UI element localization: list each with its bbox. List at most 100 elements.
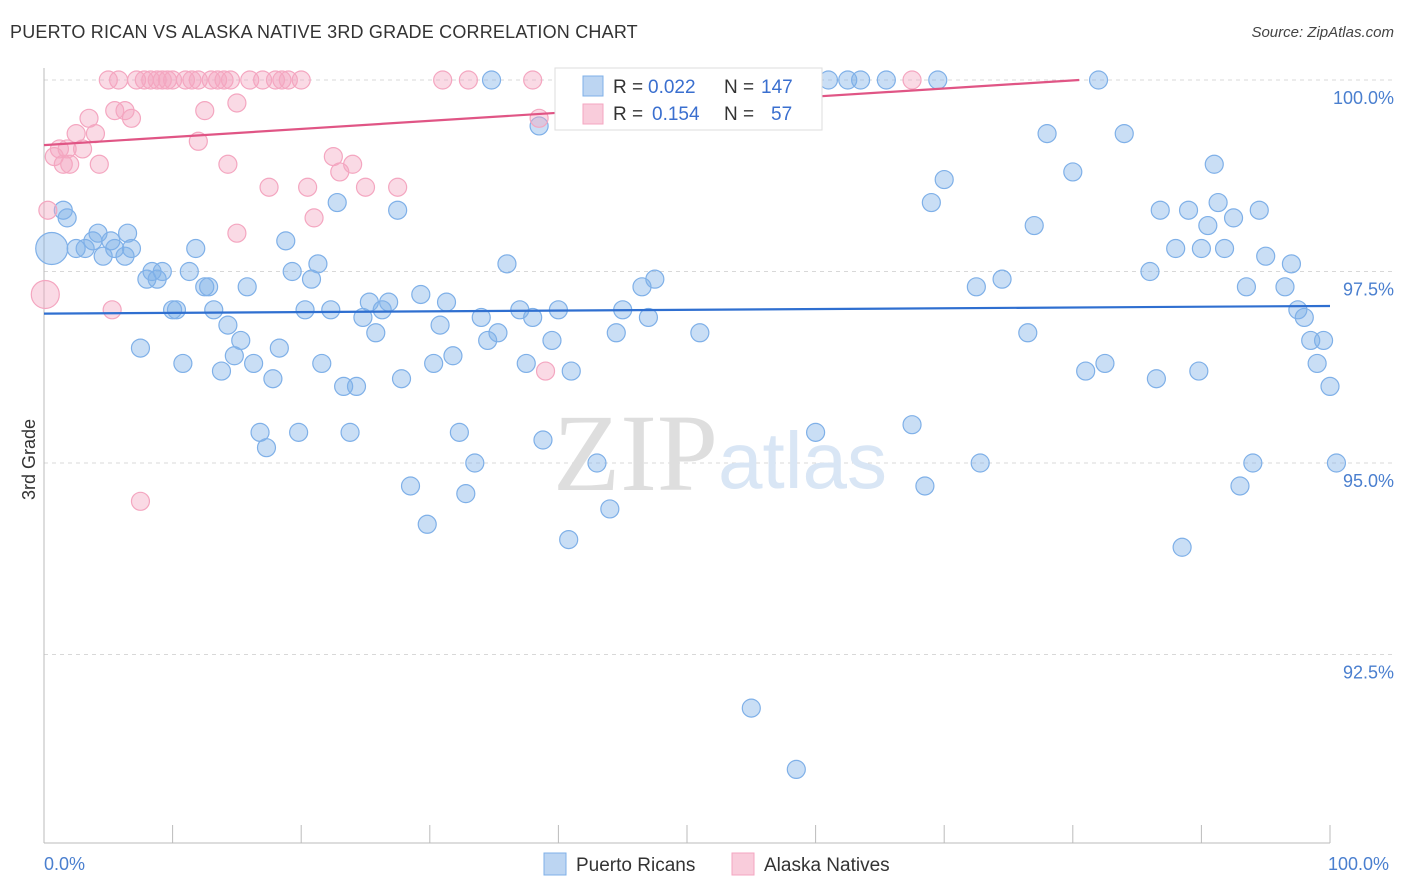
- point-puerto-rican: [1294, 307, 1314, 328]
- point-puerto-rican: [1281, 254, 1302, 274]
- y-tick-labels: 100.0% 97.5% 95.0% 92.5%: [1333, 88, 1394, 683]
- point-puerto-rican: [269, 338, 289, 358]
- point-puerto-rican: [204, 300, 224, 320]
- stats-r-value-1: 0.022: [648, 77, 696, 98]
- point-puerto-rican: [388, 200, 408, 220]
- point-puerto-rican: [1114, 124, 1134, 144]
- series-legend: Puerto Ricans Alaska Natives: [543, 852, 890, 876]
- point-puerto-rican: [966, 277, 986, 297]
- point-puerto-rican: [1088, 70, 1109, 90]
- point-puerto-rican: [411, 284, 431, 305]
- point-alaska-native: [304, 208, 324, 228]
- point-puerto-rican: [561, 361, 581, 381]
- point-puerto-rican: [1024, 215, 1044, 236]
- point-puerto-rican: [276, 231, 296, 251]
- point-puerto-rican: [93, 246, 113, 266]
- point-puerto-rican: [1204, 154, 1224, 174]
- point-alaska-native: [89, 154, 109, 174]
- point-puerto-rican: [1076, 361, 1096, 381]
- point-puerto-rican: [587, 453, 607, 473]
- point-puerto-rican: [436, 292, 457, 312]
- point-puerto-rican: [152, 261, 172, 282]
- point-puerto-rican: [471, 307, 491, 328]
- point-alaska-native: [182, 70, 202, 90]
- stats-legend-swatch-blue: [582, 75, 604, 97]
- point-puerto-rican: [282, 261, 302, 282]
- point-alaska-native: [130, 491, 151, 511]
- point-puerto-rican: [1313, 330, 1334, 351]
- point-puerto-rican: [1326, 453, 1347, 473]
- point-alaska-native: [30, 279, 60, 310]
- point-puerto-rican: [921, 192, 941, 213]
- point-puerto-rican: [915, 476, 935, 496]
- point-puerto-rican: [488, 323, 508, 343]
- point-puerto-rican: [1307, 353, 1327, 374]
- point-alaska-native: [298, 177, 318, 197]
- point-puerto-rican: [379, 292, 399, 312]
- point-puerto-rican: [1214, 238, 1235, 259]
- stats-legend: R = 0.022 N = 147 R = 0.154 N = 57: [554, 67, 823, 131]
- point-alaska-native: [53, 154, 73, 174]
- x-tick-right: 100.0%: [1328, 854, 1389, 874]
- point-puerto-rican: [1140, 261, 1160, 282]
- y-tick-label-3: 92.5%: [1343, 663, 1394, 683]
- stats-n-value-1: 147: [761, 77, 793, 98]
- point-alaska-native: [115, 101, 135, 121]
- point-alaska-native: [214, 70, 234, 90]
- point-puerto-rican: [295, 300, 315, 320]
- point-alaska-native: [272, 70, 292, 90]
- point-puerto-rican: [186, 238, 206, 259]
- stats-n-value-2: 57: [771, 104, 792, 125]
- legend-label-puerto-ricans: Puerto Ricans: [576, 855, 695, 876]
- point-alaska-native: [227, 223, 247, 243]
- point-puerto-rican: [1037, 124, 1057, 144]
- point-puerto-rican: [1172, 537, 1192, 557]
- watermark: ZIP atlas: [553, 392, 887, 514]
- point-puerto-rican: [529, 116, 549, 136]
- point-alaska-native: [121, 108, 142, 128]
- point-puerto-rican: [211, 361, 232, 381]
- point-puerto-rican: [741, 698, 761, 718]
- point-puerto-rican: [166, 300, 187, 320]
- point-alaska-native: [60, 154, 80, 174]
- point-alaska-native: [105, 101, 125, 121]
- point-puerto-rican: [902, 415, 922, 435]
- point-puerto-rican: [449, 422, 469, 442]
- point-puerto-rican: [57, 208, 77, 228]
- point-puerto-rican: [1166, 238, 1186, 259]
- point-puerto-rican: [1198, 215, 1218, 236]
- point-alaska-native: [98, 70, 118, 90]
- point-puerto-rican: [443, 346, 463, 366]
- point-puerto-rican: [645, 269, 665, 289]
- point-puerto-rican: [231, 330, 251, 351]
- point-puerto-rican: [218, 315, 238, 335]
- point-puerto-rican: [1223, 208, 1244, 228]
- point-puerto-rican: [1191, 238, 1212, 259]
- point-puerto-rican: [391, 369, 412, 389]
- point-puerto-rican: [876, 70, 896, 90]
- point-puerto-rican: [690, 323, 710, 343]
- point-puerto-rican: [516, 353, 536, 374]
- point-puerto-rican: [121, 238, 142, 259]
- point-puerto-rican: [606, 323, 626, 343]
- point-puerto-rican: [308, 254, 328, 274]
- point-puerto-rican: [327, 192, 347, 213]
- point-puerto-rican: [465, 453, 485, 473]
- point-puerto-rican: [340, 422, 360, 442]
- point-puerto-rican: [417, 514, 437, 534]
- point-puerto-rican: [35, 231, 69, 266]
- point-puerto-rican: [934, 169, 954, 190]
- point-puerto-rican: [237, 277, 257, 297]
- point-puerto-rican: [289, 422, 309, 442]
- point-alaska-native: [535, 361, 556, 381]
- point-puerto-rican: [1243, 453, 1263, 473]
- point-puerto-rican: [1018, 323, 1038, 343]
- point-alaska-native: [343, 154, 363, 174]
- point-puerto-rican: [1208, 192, 1228, 213]
- point-puerto-rican: [1146, 369, 1166, 389]
- point-puerto-rican: [533, 430, 553, 450]
- point-puerto-rican: [263, 369, 283, 389]
- point-puerto-rican: [1256, 246, 1276, 266]
- point-puerto-rican: [1230, 476, 1250, 496]
